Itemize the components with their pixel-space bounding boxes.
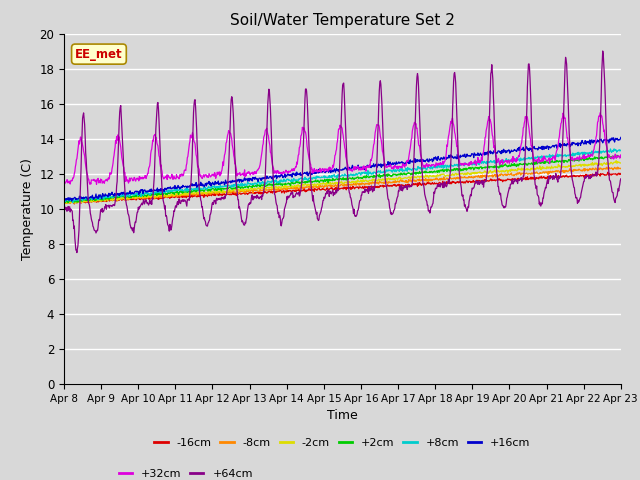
-8cm [67,201,74,206]
+2cm [60,198,68,204]
+16cm [463,151,471,157]
Legend: +32cm, +64cm: +32cm, +64cm [114,465,257,480]
+2cm [613,153,621,158]
+8cm [60,197,68,203]
+16cm [268,176,275,181]
+8cm [617,147,625,153]
+2cm [463,166,471,172]
-2cm [133,195,141,201]
+32cm [596,110,604,116]
+64cm [208,201,216,206]
X-axis label: Time: Time [327,409,358,422]
-8cm [133,194,141,200]
Line: -16cm: -16cm [64,172,621,204]
+64cm [617,176,625,182]
+64cm [599,48,607,54]
Line: -2cm: -2cm [64,161,621,204]
+8cm [348,172,356,178]
-8cm [348,182,356,188]
+8cm [581,152,589,157]
+2cm [208,185,216,191]
-8cm [60,200,68,206]
+2cm [617,154,625,159]
+32cm [348,168,356,173]
+64cm [463,208,471,214]
-2cm [267,185,275,191]
+32cm [93,181,100,187]
+16cm [68,198,76,204]
-8cm [463,175,471,180]
Line: +16cm: +16cm [64,137,621,201]
+8cm [69,200,77,205]
-8cm [208,190,216,196]
+64cm [268,133,275,139]
-8cm [581,166,589,172]
+32cm [617,152,625,158]
-8cm [614,164,621,170]
-2cm [581,161,589,167]
+16cm [617,134,625,140]
-2cm [617,160,625,166]
+2cm [64,200,72,205]
-16cm [617,171,625,177]
-8cm [617,166,625,171]
Line: -8cm: -8cm [64,167,621,204]
+32cm [268,154,275,160]
+32cm [208,171,216,177]
Line: +2cm: +2cm [64,156,621,203]
Line: +32cm: +32cm [64,113,621,184]
+8cm [208,183,216,189]
+32cm [133,175,141,181]
+32cm [463,162,471,168]
-2cm [208,189,216,194]
-16cm [463,179,471,184]
+2cm [133,192,141,198]
-2cm [348,180,355,185]
+2cm [581,156,589,162]
-8cm [268,188,275,193]
Line: +64cm: +64cm [64,51,621,252]
+2cm [268,182,275,188]
-2cm [612,158,620,164]
+8cm [463,162,471,168]
-16cm [60,199,68,204]
-16cm [208,191,216,197]
+64cm [60,205,68,211]
+32cm [581,154,589,159]
+8cm [268,180,275,186]
-2cm [463,170,470,176]
+64cm [348,202,356,207]
+8cm [611,146,618,152]
-16cm [133,196,141,202]
-16cm [348,186,356,192]
+16cm [348,164,356,170]
+16cm [60,196,68,202]
+64cm [73,250,81,255]
+16cm [581,138,589,144]
+64cm [133,209,141,215]
Line: +8cm: +8cm [64,149,621,203]
+64cm [581,174,589,180]
Y-axis label: Temperature (C): Temperature (C) [20,158,34,260]
+8cm [133,190,141,196]
-16cm [70,201,78,207]
+16cm [208,181,216,187]
+2cm [348,176,356,182]
Title: Soil/Water Temperature Set 2: Soil/Water Temperature Set 2 [230,13,455,28]
-16cm [604,169,612,175]
Text: EE_met: EE_met [75,48,123,60]
+16cm [133,189,141,194]
-2cm [60,201,68,206]
-16cm [268,189,275,194]
-16cm [581,173,589,179]
+32cm [60,180,68,186]
